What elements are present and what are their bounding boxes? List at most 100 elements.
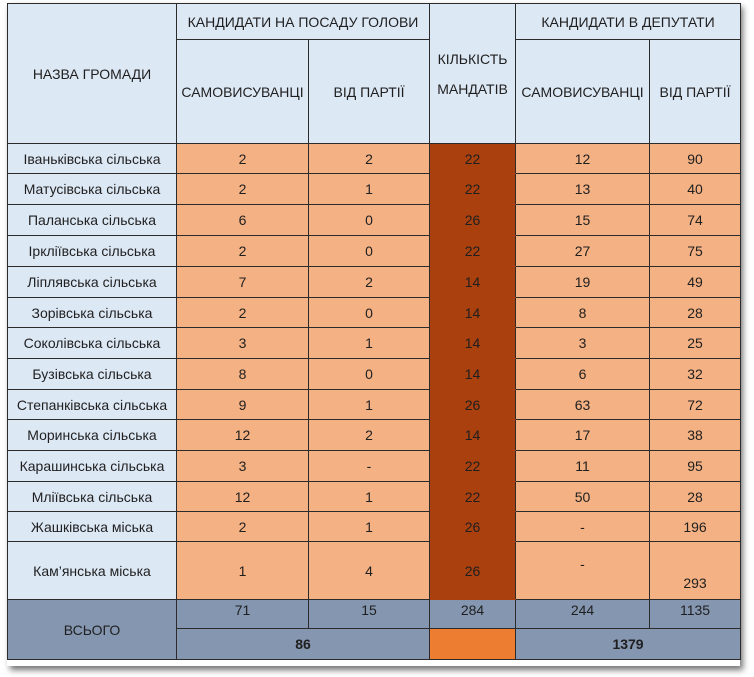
mandates-value: 22 xyxy=(429,450,517,482)
dep-party-value: 72 xyxy=(649,389,742,420)
mandates-value: 22 xyxy=(429,143,517,174)
dep-party-value: 25 xyxy=(649,327,742,359)
total-dep-sum: 1379 xyxy=(515,628,742,660)
head-self-value: 2 xyxy=(176,143,309,174)
head-party-value: 1 xyxy=(307,327,431,359)
dep-self-value: 50 xyxy=(515,481,651,512)
table-row: Бузівська сільська 8 0 14 6 32 xyxy=(7,358,742,390)
community-name: Карашинська сільська xyxy=(7,450,177,482)
table-row: Моринська сільська 12 2 14 17 38 xyxy=(7,419,742,451)
head-self-value: 12 xyxy=(176,419,309,451)
head-self-value: 6 xyxy=(176,204,309,236)
dep-party-value: 38 xyxy=(649,419,742,451)
head-party-value: 1 xyxy=(307,389,431,420)
community-name: Кам’янська міська xyxy=(7,541,177,600)
head-party-value: 2 xyxy=(307,143,431,174)
dep-self-value: 17 xyxy=(515,419,651,451)
dep-self-value: 12 xyxy=(515,143,651,174)
dep-self-value: 6 xyxy=(515,358,651,390)
community-name: Зорівська сільська xyxy=(7,297,177,328)
total-row: ВСЬОГО 71 15 284 244 1135 xyxy=(7,599,742,660)
election-candidates-table: НАЗВА ГРОМАДИ КАНДИДАТИ НА ПОСАДУ ГОЛОВИ… xyxy=(7,3,742,660)
dep-party-value: 196 xyxy=(649,511,742,542)
dep-self-value: 8 xyxy=(515,297,651,328)
table-row: Зорівська сільська 2 0 14 8 28 xyxy=(7,297,742,328)
community-name: Мліївська сільська xyxy=(7,481,177,512)
dep-party-value: 28 xyxy=(649,297,742,328)
header-head-self: САМОВИСУВАНЦІ xyxy=(176,39,309,144)
table-row: Матусівська сільська 2 1 22 13 40 xyxy=(7,173,742,205)
dep-party-value: 75 xyxy=(649,235,742,267)
total-dep-self: 244 xyxy=(515,599,651,629)
head-party-value: 4 xyxy=(307,541,431,600)
table-row: Паланська сільська 6 0 26 15 74 xyxy=(7,204,742,236)
head-party-value: 2 xyxy=(307,266,431,298)
community-name: Іваньківська сільська xyxy=(7,143,177,174)
dep-party-value: 90 xyxy=(649,143,742,174)
dep-party-value: 95 xyxy=(649,450,742,482)
table-row: Жашківська міська 2 1 26-196 xyxy=(7,511,742,542)
mandates-value: 14 xyxy=(429,419,517,451)
community-name: Ліплявська сільська xyxy=(7,266,177,298)
header-head-candidates: КАНДИДАТИ НА ПОСАДУ ГОЛОВИ xyxy=(175,3,431,40)
total-mandates: 284 xyxy=(429,599,517,629)
head-self-value: 2 xyxy=(176,511,309,542)
mandates-value: 26 xyxy=(429,389,517,420)
head-self-value: 9 xyxy=(176,389,309,420)
table-row: Ірклiївська сільська 2 0 22 27 75 xyxy=(7,235,742,267)
head-self-value: 12 xyxy=(176,481,309,512)
community-name: Ірклiївська сільська xyxy=(7,235,177,267)
table-row: Іваньківська сільська 2 2 22 12 90 xyxy=(7,143,742,174)
header-deputy-candidates: КАНДИДАТИ В ДЕПУТАТИ xyxy=(515,3,742,40)
header-head-party: ВІД ПАРТІЇ xyxy=(307,39,431,144)
header-community-name: НАЗВА ГРОМАДИ xyxy=(7,3,177,144)
table-row: Степанківська сільська 9 1 26 63 72 xyxy=(7,389,742,420)
total-sum-row: 86 1379 xyxy=(8,628,742,660)
total-head-party: 15 xyxy=(307,599,431,629)
dep-party-value: 293 xyxy=(649,541,742,600)
head-self-value: 2 xyxy=(176,235,309,267)
dep-self-value: 27 xyxy=(515,235,651,267)
dep-self-value: 3 xyxy=(515,327,651,359)
community-name: Паланська сільська xyxy=(7,204,177,236)
community-name: Степанківська сільська xyxy=(7,389,177,420)
mandates-value: 14 xyxy=(429,327,517,359)
head-self-value: 7 xyxy=(176,266,309,298)
mandates-value: 22 xyxy=(429,481,517,512)
head-self-value: 2 xyxy=(176,297,309,328)
community-name: Бузівська сільська xyxy=(7,358,177,390)
mandates-value: 14 xyxy=(429,297,517,328)
mandates-value: 22 xyxy=(429,235,517,267)
table-row: Кам’янська міська 1 4 26-293 xyxy=(7,541,742,600)
community-name: Моринська сільська xyxy=(7,419,177,451)
total-label: ВСЬОГО xyxy=(7,599,177,660)
header-dep-self: САМОВИСУВАНЦІ xyxy=(515,39,651,144)
table-row: Ліплявська сільська 7 2 14 19 49 xyxy=(7,266,742,298)
dep-self-value: 13 xyxy=(515,173,651,205)
head-party-value: 2 xyxy=(307,419,431,451)
table-row: Соколівська сільська 3 1 14 3 25 xyxy=(7,327,742,359)
community-name: Соколівська сільська xyxy=(7,327,177,359)
head-party-value: 1 xyxy=(307,173,431,205)
dep-party-value: 40 xyxy=(649,173,742,205)
mandates-value: 14 xyxy=(429,266,517,298)
total-mandates-blank xyxy=(429,628,517,660)
community-name: Жашківська міська xyxy=(7,511,177,542)
dep-self-value: 11 xyxy=(515,450,651,482)
dep-party-value: 32 xyxy=(649,358,742,390)
total-head-self: 71 xyxy=(176,599,309,629)
head-party-value: 1 xyxy=(307,481,431,512)
dep-self-value: - xyxy=(515,511,651,542)
header-mandates: КІЛЬКІСТЬ МАНДАТІВ xyxy=(429,3,517,144)
dep-self-value: - xyxy=(515,541,651,600)
head-party-value: 1 xyxy=(307,511,431,542)
head-self-value: 1 xyxy=(176,541,309,600)
head-party-value: 0 xyxy=(307,358,431,390)
total-dep-party: 1135 xyxy=(649,599,742,629)
header-dep-party: ВІД ПАРТІЇ xyxy=(649,39,742,144)
dep-party-value: 49 xyxy=(649,266,742,298)
table-frame: НАЗВА ГРОМАДИ КАНДИДАТИ НА ПОСАДУ ГОЛОВИ… xyxy=(7,3,742,666)
dep-party-value: 74 xyxy=(649,204,742,236)
head-party-value: 0 xyxy=(307,235,431,267)
head-self-value: 3 xyxy=(176,327,309,359)
